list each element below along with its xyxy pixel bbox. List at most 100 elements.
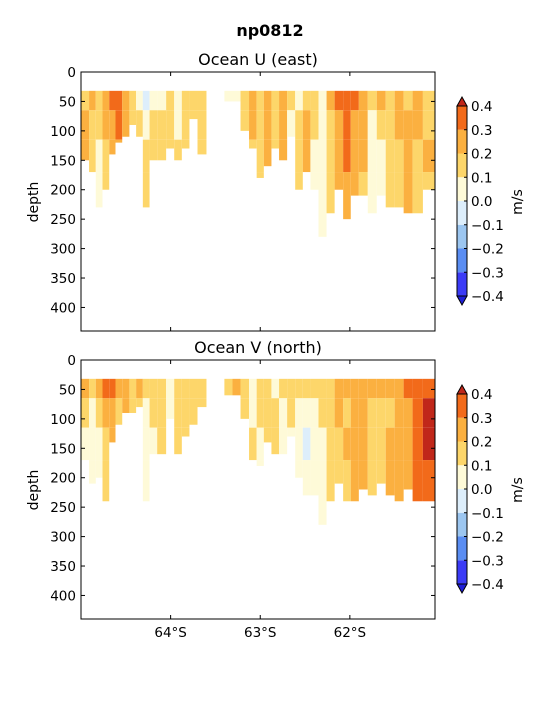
heatmap-cell: [240, 398, 250, 419]
heatmap-cell: [256, 460, 264, 466]
heatmap-cell: [142, 398, 150, 428]
heatmap-cell: [295, 90, 303, 111]
heatmap-cell: [350, 460, 359, 502]
heatmap-cell: [122, 90, 130, 111]
x-tick-label: 62°S: [334, 625, 367, 641]
colorbar-tick-label: −0.1: [471, 506, 504, 522]
heatmap-cell: [287, 378, 296, 399]
heatmap-cell: [403, 427, 413, 461]
heatmap-cell: [174, 427, 182, 455]
heatmap-cell: [376, 90, 386, 111]
heatmap-cell: [189, 378, 198, 399]
heatmap-cell: [394, 427, 404, 461]
heatmap-cell: [95, 172, 103, 208]
heatmap-cell: [385, 110, 395, 140]
heatmap-cell: [367, 139, 377, 173]
colorbar-segment: [457, 272, 467, 296]
colorbar-segment: [457, 512, 467, 537]
heatmap-cell: [412, 398, 423, 428]
heatmap-cell: [358, 90, 368, 111]
colorbar-segment: [457, 129, 467, 154]
heatmap-cell: [358, 398, 368, 428]
y-tick-label: 200: [50, 471, 76, 487]
heatmap-cell: [249, 139, 257, 149]
y-tick-label: 300: [50, 530, 76, 546]
heatmap-cell: [109, 139, 116, 155]
heatmap-cell: [385, 378, 395, 399]
heatmap-cell: [358, 378, 368, 399]
heatmap-cell: [412, 139, 423, 173]
heatmap-cell: [89, 378, 96, 399]
heatmap-cell: [142, 378, 150, 399]
heatmap-cell: [310, 172, 319, 190]
heatmap-cell: [197, 110, 207, 140]
heatmap-cell: [89, 139, 96, 173]
heatmap-cell: [197, 378, 207, 399]
heatmap-cell: [249, 90, 257, 111]
heatmap-cell: [412, 172, 423, 214]
heatmap-cell: [412, 427, 423, 461]
heatmap-cell: [287, 427, 296, 437]
y-tick-label: 200: [50, 183, 76, 199]
heatmap-cell: [422, 460, 435, 502]
heatmap-cell: [256, 427, 264, 461]
heatmap-cell: [263, 378, 272, 399]
heatmap-cell: [295, 172, 303, 190]
heatmap-cell: [142, 460, 150, 502]
colorbar-tick-label: 0.2: [471, 435, 492, 451]
colorbar-tick-label: 0.3: [471, 123, 492, 139]
heatmap-cell: [157, 378, 167, 399]
heatmap-cell: [174, 110, 182, 140]
heatmap-cell: [334, 90, 344, 111]
heatmap-cell: [81, 139, 90, 161]
heatmap-cell: [302, 427, 311, 461]
heatmap-cell: [302, 90, 311, 111]
heatmap-cell: [302, 139, 311, 173]
colorbar-segment: [457, 177, 467, 201]
heatmap-cell: [122, 110, 130, 137]
heatmap-cell: [115, 378, 123, 399]
colorbar-extend-low: [456, 583, 468, 595]
heatmap-cell: [318, 427, 327, 461]
heatmap-cell: [271, 378, 280, 399]
heatmap-cell: [115, 110, 123, 140]
panel-title: Ocean U (east): [198, 50, 318, 69]
heatmap-cell: [279, 378, 288, 399]
heatmap-cell: [142, 427, 150, 461]
heatmap-cell: [318, 139, 327, 173]
heatmap-cell: [109, 110, 116, 140]
heatmap-cell: [89, 398, 96, 428]
heatmap-cell: [343, 110, 351, 140]
heatmap-cell: [343, 427, 351, 461]
figure-title: np0812: [236, 21, 303, 40]
heatmap-cell: [181, 398, 190, 428]
heatmap-cell: [102, 139, 110, 173]
heatmap-cell: [318, 460, 327, 525]
heatmap-cell: [367, 398, 377, 428]
heatmap-cell: [334, 110, 344, 140]
heatmap-cell: [149, 398, 158, 428]
heatmap-cell: [385, 90, 395, 111]
heatmap-cell: [232, 378, 241, 396]
heatmap-cell: [224, 378, 233, 396]
heatmap-cell: [95, 110, 103, 140]
x-tick-label: 63°S: [244, 625, 277, 641]
heatmap-cell: [256, 110, 264, 140]
colorbar-tick-label: 0.1: [471, 458, 492, 474]
heatmap-cell: [334, 172, 344, 190]
heatmap-cell: [318, 172, 327, 237]
heatmap-cell: [240, 110, 250, 131]
colorbar-tick-label: 0.0: [471, 482, 492, 498]
heatmap-cell: [149, 139, 158, 161]
heatmap-cell: [142, 90, 150, 111]
heatmap-cell: [89, 427, 96, 461]
y-tick-label: 0: [67, 65, 76, 81]
heatmap-cell: [224, 90, 233, 102]
x-axis: 64°S 63°S 62°S: [154, 360, 366, 641]
heatmap-cell: [95, 378, 103, 399]
heatmap-cell: [403, 460, 413, 490]
heatmap-cell: [95, 90, 103, 111]
colorbar-tick-label: −0.2: [471, 530, 504, 546]
heatmap-cell: [310, 398, 319, 428]
colorbar-segment: [457, 201, 467, 225]
